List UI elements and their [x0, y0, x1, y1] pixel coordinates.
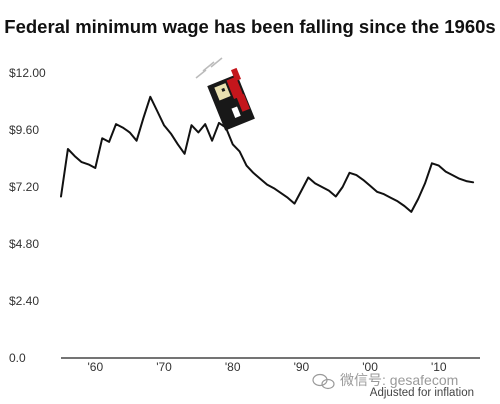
wechat-icon	[312, 373, 335, 390]
y-tick-label: $12.00	[9, 66, 46, 80]
series-layer	[60, 95, 475, 213]
x-tick-label: '70	[156, 360, 172, 374]
watermark-text: 微信号: gesafecom	[340, 372, 458, 388]
y-axis-ticks: $12.00 $9.60 $7.20 $4.80 $2.40 0.0	[9, 66, 46, 365]
x-tick-label: '90	[294, 360, 310, 374]
watermark: 微信号: gesafecom	[312, 372, 458, 390]
chart-title: Federal minimum wage has been falling si…	[4, 16, 495, 37]
x-tick-label: '00	[362, 360, 378, 374]
inflation-note: Adjusted for inflation	[370, 387, 474, 399]
y-tick-label: $4.80	[9, 237, 39, 251]
x-axis-ticks: '60 '70 '80 '90 '00 '10	[88, 360, 447, 374]
x-tick-label: '60	[88, 360, 104, 374]
y-tick-label: 0.0	[9, 351, 26, 365]
x-tick-label: '10	[431, 360, 447, 374]
x-tick-label: '80	[225, 360, 241, 374]
y-tick-label: $2.40	[9, 294, 39, 308]
wage-series-line	[60, 95, 475, 213]
y-tick-label: $9.60	[9, 123, 39, 137]
y-tick-label: $7.20	[9, 180, 39, 194]
falling-figure-illustration	[195, 57, 255, 131]
